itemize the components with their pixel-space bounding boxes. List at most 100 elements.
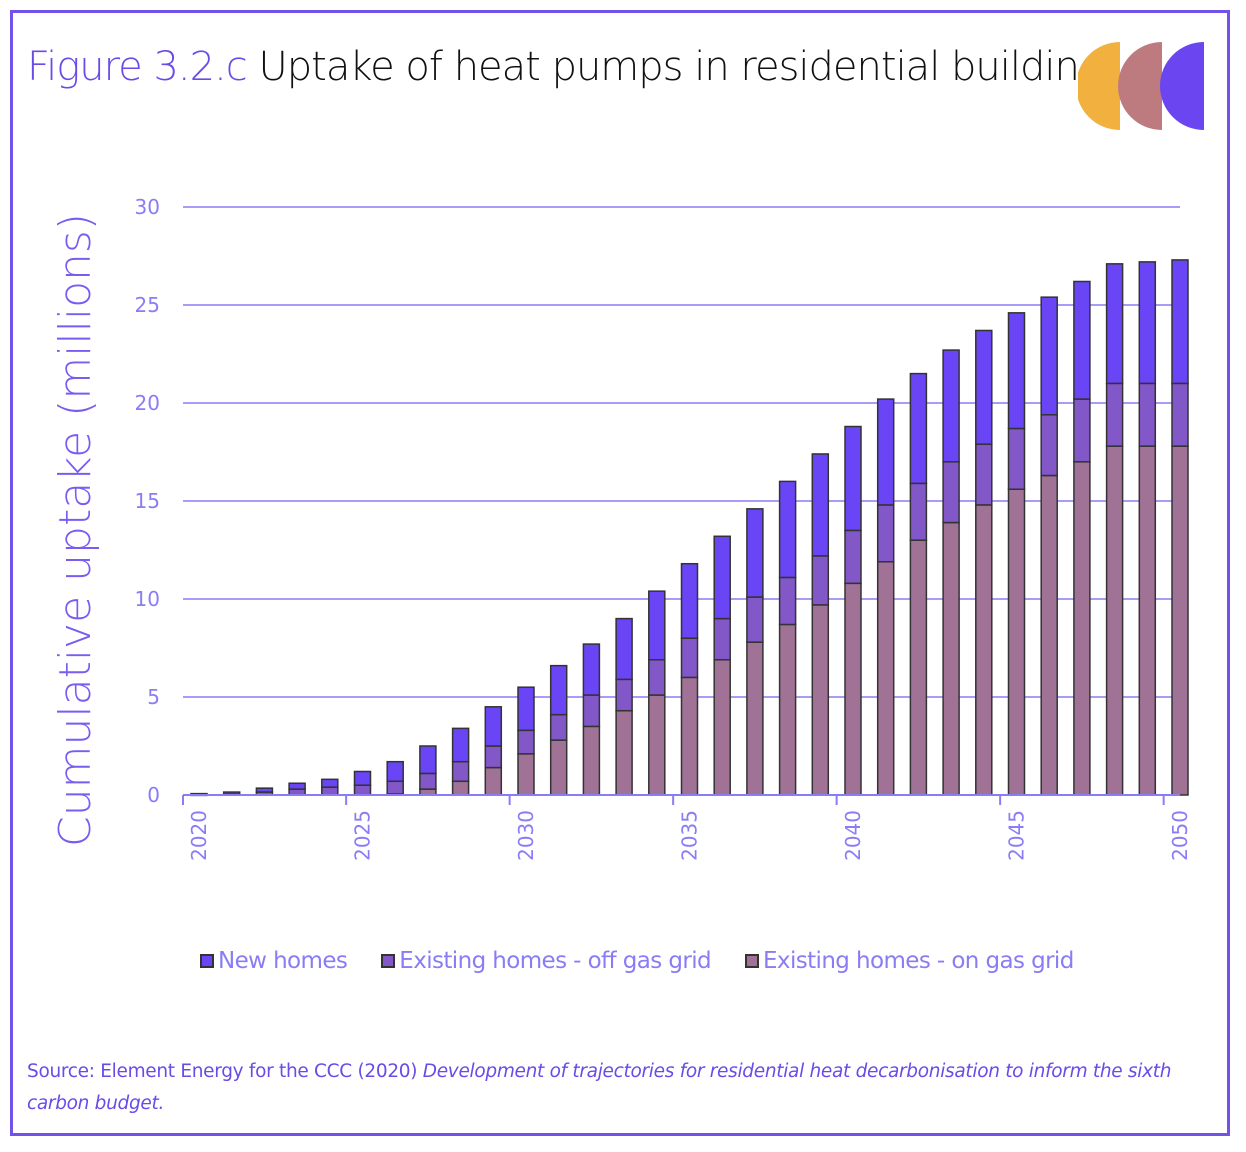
- logo-half-circle-orange: [1078, 42, 1120, 130]
- bar-segment-new-homes: [1073, 280, 1091, 400]
- bar-segment-new-homes: [321, 778, 339, 788]
- bar-segment-new-homes: [1138, 261, 1157, 385]
- bar-segment-on-gas: [778, 623, 797, 796]
- bar-segment-off-gas: [451, 760, 470, 783]
- bar-segment-off-gas: [517, 729, 535, 755]
- y-tick-label: 25: [135, 293, 160, 317]
- bar-segment-on-gas: [942, 521, 960, 796]
- bar-segment-off-gas: [1040, 414, 1058, 477]
- bar-segment-new-homes: [549, 664, 568, 716]
- bars: [190, 259, 1189, 797]
- bar-segment-new-homes: [1007, 312, 1026, 430]
- bar-segment-new-homes: [222, 791, 241, 795]
- bar-segment-off-gas: [648, 659, 666, 696]
- bar-segment-off-gas: [778, 576, 797, 626]
- bar-segment-off-gas: [582, 694, 601, 728]
- bar-segment-on-gas: [1171, 445, 1189, 796]
- bar-segment-off-gas: [844, 529, 862, 585]
- logo: [1078, 42, 1204, 130]
- bar-segment-off-gas: [811, 555, 830, 606]
- bar-segment-off-gas: [353, 784, 372, 796]
- bar-segment-on-gas: [648, 694, 666, 796]
- x-tick-label: 2025: [351, 810, 375, 861]
- bar-segment-off-gas: [746, 596, 764, 643]
- bar-segment-off-gas: [1007, 427, 1026, 490]
- legend-label: Existing homes - off gas grid: [399, 948, 711, 974]
- bar-segment-off-gas: [419, 772, 437, 790]
- x-tick-label: 2030: [514, 810, 538, 861]
- y-tick-label: 20: [135, 391, 160, 415]
- x-tick-label: 2040: [841, 810, 865, 861]
- bar-segment-off-gas: [1171, 382, 1189, 447]
- bar-segment-on-gas: [1105, 445, 1124, 796]
- bar-segment-off-gas: [713, 617, 731, 661]
- bar-segment-off-gas: [1138, 382, 1157, 447]
- x-axis: 2020 2025 2030 2035 2040 2045 2050: [182, 794, 1192, 861]
- legend-item-off-gas: Existing homes - off gas grid: [381, 948, 712, 974]
- y-tick-label: 10: [135, 587, 160, 611]
- bar-segment-new-homes: [353, 770, 372, 786]
- logo-half-circle-rose: [1118, 42, 1162, 130]
- bar-segment-on-gas: [713, 659, 731, 796]
- bar-segment-new-homes: [844, 425, 862, 532]
- legend-label: Existing homes - on gas grid: [763, 948, 1074, 974]
- legend-swatch-new-homes: [200, 954, 214, 968]
- bar-segment-new-homes: [419, 745, 437, 775]
- legend-label: New homes: [218, 948, 348, 974]
- bar-segment-new-homes: [975, 329, 993, 445]
- bar-segment-off-gas: [1105, 382, 1124, 447]
- bar-segment-new-homes: [615, 617, 633, 681]
- figure-label: Figure 3.2.c: [27, 44, 248, 90]
- bar-segment-new-homes: [648, 590, 666, 661]
- bar-segment-new-homes: [517, 686, 535, 732]
- bar-segment-new-homes: [386, 760, 404, 783]
- bar-segment-on-gas: [909, 539, 928, 796]
- x-tick-label: 2035: [678, 810, 702, 861]
- legend-swatch-on-gas: [745, 954, 759, 968]
- bar-segment-on-gas: [746, 641, 764, 796]
- bar-segment-new-homes: [811, 453, 830, 557]
- bar-segment-on-gas: [582, 725, 601, 796]
- bar-segment-new-homes: [1040, 296, 1058, 416]
- legend-item-new-homes: New homes: [200, 948, 348, 974]
- bar-segment-new-homes: [1105, 263, 1124, 385]
- bar-segment-new-homes: [680, 562, 699, 639]
- bar-segment-on-gas: [549, 739, 568, 796]
- bar-segment-off-gas: [942, 461, 960, 524]
- bar-segment-on-gas: [680, 676, 699, 796]
- bar-segment-off-gas: [680, 637, 699, 679]
- bar-segment-off-gas: [484, 745, 503, 769]
- bar-segment-on-gas: [876, 561, 895, 796]
- bar-segment-off-gas: [909, 482, 928, 541]
- bar-segment-on-gas: [1040, 474, 1058, 796]
- bar-segment-new-homes: [778, 480, 797, 579]
- source-prefix: Source: Element Energy for the CCC (2020…: [27, 1061, 423, 1082]
- bar-segment-new-homes: [713, 535, 731, 620]
- x-tick-label: 2020: [187, 810, 211, 861]
- chart-legend: New homes Existing homes - off gas grid …: [200, 948, 1074, 974]
- y-tick-labels: 0 5 10 15 20 25 30: [135, 195, 160, 807]
- bar-segment-new-homes: [942, 349, 960, 463]
- figure-title-text: Uptake of heat pumps in residential buil…: [258, 44, 1123, 90]
- bar-segment-on-gas: [1073, 461, 1091, 796]
- bar-segment-new-homes: [255, 787, 274, 793]
- bar-segment-on-gas: [844, 582, 862, 796]
- y-tick-label: 15: [135, 489, 160, 513]
- bar-segment-off-gas: [321, 786, 339, 796]
- x-tick-label: 2045: [1005, 810, 1029, 861]
- bar-segment-new-homes: [451, 727, 470, 763]
- source-title: Development of trajectories for resident…: [27, 1061, 1172, 1114]
- bar-segment-off-gas: [549, 713, 568, 741]
- bar-segment-off-gas: [876, 504, 895, 563]
- source-note: Source: Element Energy for the CCC (2020…: [27, 1056, 1207, 1120]
- bar-segment-new-homes: [582, 643, 601, 696]
- bar-segment-on-gas: [975, 504, 993, 796]
- bar-segment-on-gas: [451, 780, 470, 796]
- bar-segment-on-gas: [1138, 445, 1157, 796]
- bar-segment-on-gas: [484, 766, 503, 796]
- bar-segment-on-gas: [811, 604, 830, 796]
- bar-segment-on-gas: [615, 709, 633, 796]
- logo-half-circle-violet: [1160, 42, 1204, 130]
- y-axis-label: Cumulative uptake (millions): [50, 213, 101, 847]
